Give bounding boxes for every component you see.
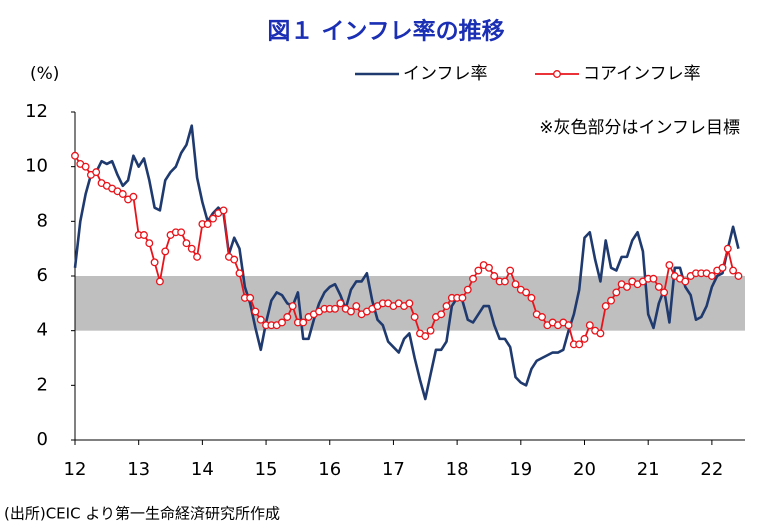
marker — [474, 266, 483, 275]
marker — [150, 258, 159, 267]
marker — [187, 244, 196, 253]
marker — [288, 302, 297, 311]
marker — [219, 206, 228, 215]
marker — [463, 285, 472, 294]
marker — [665, 261, 674, 270]
marker — [155, 277, 164, 286]
marker — [723, 244, 732, 253]
marker — [347, 307, 355, 316]
marker — [161, 247, 170, 256]
marker — [607, 296, 616, 305]
marker — [299, 318, 308, 327]
marker — [235, 269, 244, 278]
marker — [707, 272, 716, 280]
marker — [182, 239, 191, 248]
marker — [458, 293, 467, 302]
x-tick-label: 20 — [573, 459, 596, 480]
marker — [442, 302, 451, 311]
x-tick-label: 12 — [64, 459, 87, 480]
y-tick-label: 0 — [37, 429, 48, 450]
marker — [71, 151, 79, 160]
marker — [203, 220, 212, 229]
marker — [654, 282, 663, 291]
marker — [612, 288, 621, 297]
marker — [81, 162, 90, 171]
marker — [336, 299, 345, 308]
marker — [575, 340, 584, 349]
marker — [437, 310, 446, 319]
marker — [283, 313, 292, 321]
x-tick-label: 21 — [637, 459, 660, 480]
marker — [564, 321, 573, 330]
marker — [490, 272, 499, 280]
y-tick-label: 4 — [37, 320, 48, 341]
marker — [145, 239, 154, 248]
x-tick-label: 17 — [382, 459, 405, 480]
y-tick-label: 12 — [25, 101, 48, 122]
marker — [506, 266, 515, 275]
marker — [251, 307, 260, 316]
marker — [649, 274, 658, 283]
x-tick-label: 14 — [191, 459, 214, 480]
x-tick-label: 19 — [509, 459, 532, 480]
marker — [426, 326, 435, 335]
chart-title: 図１ インフレ率の推移 — [267, 18, 504, 45]
marker — [681, 277, 690, 286]
marker — [538, 313, 546, 321]
source: (出所)CEIC より第一生命経済研究所作成 — [4, 505, 280, 523]
marker — [193, 252, 202, 261]
marker — [601, 302, 610, 311]
legend-marker — [553, 70, 561, 78]
y-tick-label: 10 — [25, 156, 48, 177]
x-tick-label: 16 — [318, 459, 341, 480]
marker — [129, 192, 138, 201]
x-tick-label: 13 — [127, 459, 150, 480]
marker — [92, 168, 101, 177]
marker — [527, 293, 536, 302]
marker — [256, 315, 265, 324]
x-tick-label: 15 — [255, 459, 278, 480]
marker — [421, 332, 430, 341]
marker — [278, 318, 286, 327]
marker — [596, 329, 605, 338]
x-tick-label: 18 — [446, 459, 469, 480]
marker — [331, 304, 339, 313]
marker — [734, 272, 743, 280]
marker — [140, 231, 148, 239]
marker — [118, 190, 127, 198]
marker — [352, 302, 361, 311]
marker — [405, 299, 414, 308]
marker — [580, 334, 589, 343]
marker — [729, 266, 738, 275]
marker — [718, 263, 727, 272]
y-axis-label: (%) — [30, 64, 59, 84]
legend-label: コアインフレ率 — [583, 64, 701, 84]
marker — [230, 255, 239, 264]
line — [73, 124, 740, 401]
legend-label: インフレ率 — [403, 64, 488, 84]
marker — [522, 288, 531, 297]
marker — [500, 277, 509, 286]
y-tick-label: 8 — [37, 210, 48, 231]
marker — [585, 321, 594, 330]
marker — [485, 263, 493, 272]
marker — [410, 313, 419, 321]
marker — [660, 288, 669, 297]
marker — [246, 293, 255, 302]
marker — [177, 228, 186, 237]
marker — [511, 280, 520, 289]
y-tick-label: 2 — [37, 374, 48, 395]
marker — [469, 274, 478, 283]
x-tick-label: 22 — [700, 459, 723, 480]
y-tick-label: 6 — [37, 265, 48, 286]
annotation: ※灰色部分はインフレ目標 — [539, 118, 740, 138]
marker — [209, 214, 217, 223]
marker — [623, 282, 631, 291]
